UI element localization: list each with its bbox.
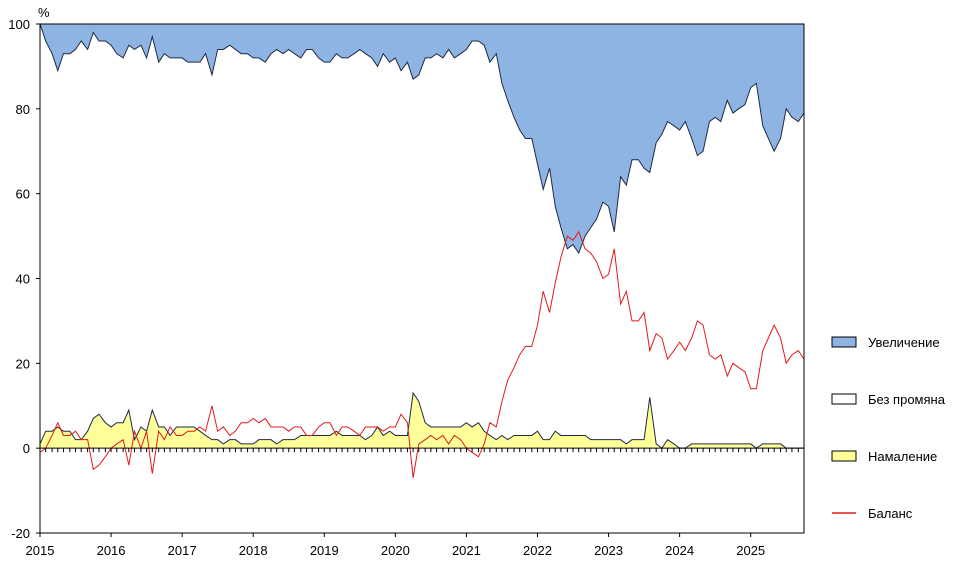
x-tick-label: 2018	[239, 543, 268, 558]
y-tick-label: 0	[23, 441, 30, 456]
area-layers	[39, 23, 805, 449]
legend-swatch	[831, 393, 857, 405]
legend-swatch	[831, 450, 857, 462]
legend-swatch	[831, 336, 857, 348]
y-tick-label: 40	[16, 272, 30, 287]
x-tick-label: 2017	[168, 543, 197, 558]
x-tick-label: 2015	[26, 543, 55, 558]
x-tick-label: 2016	[97, 543, 126, 558]
x-tick-label: 2022	[523, 543, 552, 558]
increase-area	[40, 24, 804, 254]
legend-label: Без промяна	[868, 392, 946, 407]
balance-line-layer	[39, 230, 805, 478]
x-tick-label: 2025	[736, 543, 765, 558]
x-tick-label: 2019	[310, 543, 339, 558]
y-tick-label: -20	[11, 526, 30, 541]
x-tick-label: 2024	[665, 543, 694, 558]
x-tick-label: 2021	[452, 543, 481, 558]
increase-boundary-line	[39, 23, 805, 255]
y-tick-label: 60	[16, 187, 30, 202]
y-tick-label: 20	[16, 356, 30, 371]
legend: Увеличение Без промяна Намаление Баланс	[831, 335, 946, 521]
y-unit-label: %	[38, 5, 50, 20]
axes: -20 0 20 40 60 80 100 2015 2016 2017 2018 2019 2020 2…	[8, 17, 805, 558]
y-tick-label: 100	[8, 17, 30, 32]
legend-label: Увеличение	[868, 335, 940, 350]
legend-label: Намаление	[868, 449, 937, 464]
y-tick-label: 80	[16, 102, 30, 117]
balance-line	[39, 230, 805, 478]
x-tick-label: 2020	[381, 543, 410, 558]
decrease-area	[40, 393, 804, 449]
decrease-boundary-line	[39, 391, 804, 449]
x-tick-label: 2023	[594, 543, 623, 558]
legend-label: Баланс	[868, 506, 913, 521]
